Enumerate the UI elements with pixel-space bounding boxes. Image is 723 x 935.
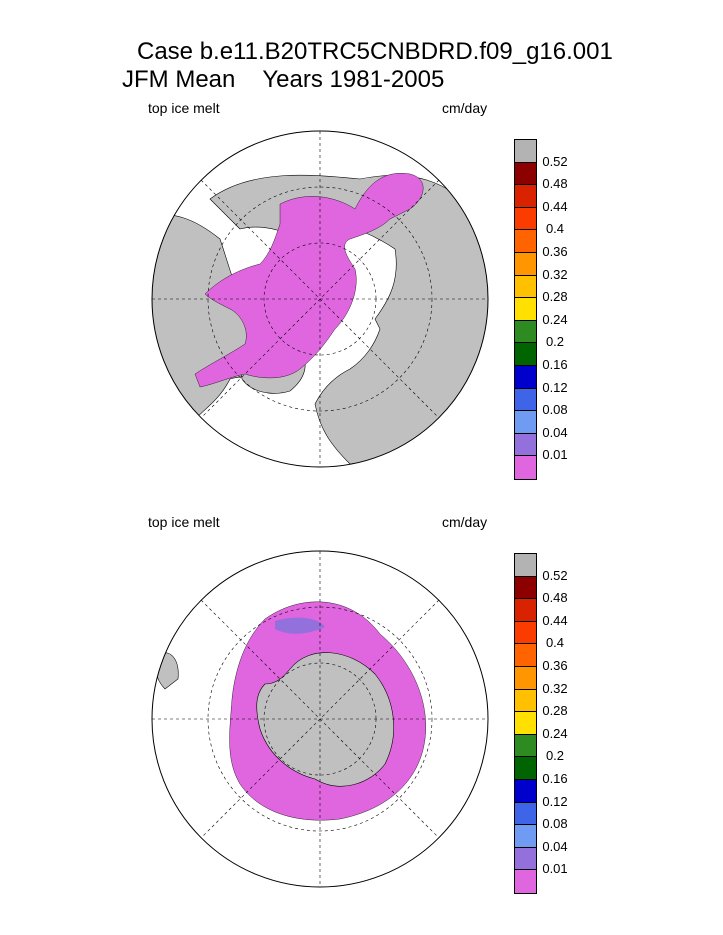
colorbar-label: 0.36 (542, 658, 568, 673)
colorbar-box (515, 666, 536, 690)
colorbar-box (515, 252, 536, 276)
colorbar-label: 0.12 (542, 793, 568, 809)
colorbar-1 (514, 139, 537, 480)
colorbar-label: 0.08 (542, 816, 568, 832)
colorbar-label: 0.16 (542, 357, 568, 372)
colorbar-box (515, 162, 536, 186)
north-polar-map (151, 130, 489, 468)
ice-patch (275, 617, 325, 634)
colorbar-box (515, 411, 536, 434)
colorbar-label: 0.01 (542, 861, 568, 877)
colorbar-box (515, 140, 536, 163)
colorbar-label: 0.24 (542, 725, 568, 741)
colorbar-box (515, 298, 536, 321)
colorbar-box (515, 847, 536, 871)
colorbar-label: 0.52 (542, 567, 568, 583)
colorbar-label: 0.2 (545, 334, 565, 350)
title-line-1: Case b.e11.B20TRC5CNBDRD.f09_g16.001 (137, 38, 613, 65)
colorbar-label: 0.32 (542, 680, 568, 696)
colorbar-label: 0.04 (542, 424, 568, 440)
years-label: Years 1981-2005 (262, 66, 445, 93)
colorbar-label: 0.4 (545, 635, 565, 651)
colorbar-box (515, 433, 536, 457)
colorbar-box (515, 825, 536, 848)
colorbar-box (515, 779, 536, 803)
colorbar-label: 0.44 (542, 612, 568, 628)
colorbar-box (515, 599, 536, 622)
colorbar-box (515, 757, 536, 780)
colorbar-box (515, 343, 536, 366)
colorbar-box (515, 734, 536, 758)
season-label: JFM Mean (122, 66, 236, 93)
panel-2-units: cm/day (442, 514, 488, 530)
colorbar-2 (514, 553, 537, 894)
colorbar-label: 0.48 (542, 590, 568, 606)
colorbar-box (515, 554, 536, 577)
colorbar-box (515, 621, 536, 645)
colorbar-label: 0.32 (542, 266, 568, 282)
antarctica-land (256, 652, 394, 787)
colorbar-label: 0.2 (545, 748, 565, 764)
colorbar-label: 0.24 (542, 311, 568, 327)
colorbar-box (515, 388, 536, 412)
colorbar-box (515, 456, 536, 479)
colorbar-box (515, 275, 536, 299)
panel-2-variable: top ice melt (148, 514, 220, 530)
colorbar-label: 0.04 (542, 838, 568, 854)
colorbar-box (515, 689, 536, 713)
colorbar-box (515, 870, 536, 893)
colorbar-label: 0.44 (542, 198, 568, 214)
colorbar-label: 0.01 (542, 447, 568, 463)
colorbar-box (515, 802, 536, 826)
colorbar-box (515, 576, 536, 600)
sea-ice-north (194, 173, 424, 388)
colorbar-box (515, 712, 536, 735)
colorbar-box (515, 320, 536, 344)
colorbar-label: 0.4 (545, 221, 565, 237)
colorbar-box (515, 185, 536, 208)
colorbar-label: 0.36 (542, 244, 568, 259)
colorbar-label: 0.28 (542, 703, 568, 719)
south-polar-map (151, 550, 489, 888)
colorbar-box (515, 230, 536, 253)
panel-1-variable: top ice melt (148, 100, 220, 116)
panel-1-units: cm/day (442, 100, 488, 116)
colorbar-label: 0.28 (542, 289, 568, 305)
colorbar-label: 0.16 (542, 771, 568, 786)
title-line-2: JFM Mean Years 1981-2005 (122, 66, 444, 94)
colorbar-box (515, 207, 536, 231)
colorbar-label: 0.52 (542, 153, 568, 169)
colorbar-box (515, 644, 536, 667)
colorbar-box (515, 365, 536, 389)
colorbar-label: 0.48 (542, 176, 568, 192)
colorbar-label: 0.08 (542, 402, 568, 418)
colorbar-label: 0.12 (542, 379, 568, 395)
